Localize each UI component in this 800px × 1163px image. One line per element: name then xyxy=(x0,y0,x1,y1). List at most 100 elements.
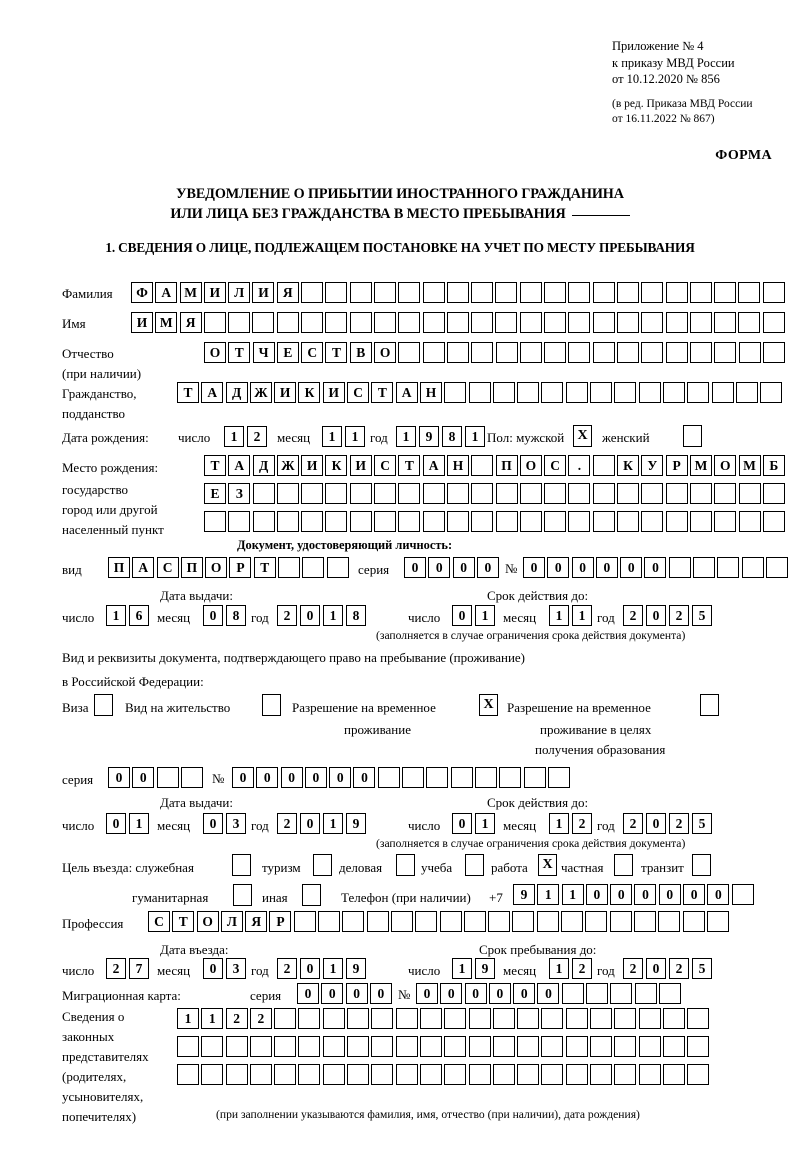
char-cell[interactable] xyxy=(762,342,785,363)
char-cell[interactable]: 1 xyxy=(549,605,569,626)
char-cell[interactable] xyxy=(693,557,716,578)
char-cell[interactable]: Ж xyxy=(249,382,272,403)
char-cell[interactable] xyxy=(610,983,633,1004)
char-cell[interactable] xyxy=(471,342,494,363)
char-cell[interactable]: А xyxy=(155,282,178,303)
char-cell[interactable] xyxy=(689,312,712,333)
char-cell[interactable] xyxy=(689,282,712,303)
char-cell[interactable]: Д xyxy=(225,382,248,403)
char-cell[interactable] xyxy=(395,1064,418,1085)
char-cell[interactable] xyxy=(541,1036,564,1057)
char-cell[interactable]: Я xyxy=(179,312,202,333)
char-cell[interactable] xyxy=(711,382,734,403)
char-cell[interactable] xyxy=(561,983,584,1004)
char-cell[interactable]: 0 xyxy=(646,813,666,834)
char-cell[interactable]: Ж xyxy=(276,455,299,476)
char-cell[interactable] xyxy=(419,1036,442,1057)
char-cell[interactable]: 8 xyxy=(346,605,366,626)
char-cell[interactable] xyxy=(714,312,737,333)
char-cell[interactable] xyxy=(614,1064,637,1085)
char-cell[interactable]: О xyxy=(374,342,397,363)
char-cell[interactable] xyxy=(662,1036,685,1057)
char-cell[interactable] xyxy=(402,767,425,788)
char-cell[interactable]: М xyxy=(738,455,761,476)
purpose-study-checkbox[interactable] xyxy=(465,854,484,876)
char-cell[interactable]: 3 xyxy=(226,813,246,834)
char-cell[interactable]: 8 xyxy=(226,605,246,626)
char-cell[interactable] xyxy=(665,483,688,504)
char-cell[interactable] xyxy=(568,282,591,303)
char-cell[interactable] xyxy=(446,342,469,363)
char-cell[interactable] xyxy=(325,511,348,532)
char-cell[interactable] xyxy=(492,1036,515,1057)
char-cell[interactable]: 0 xyxy=(658,884,681,905)
char-cell[interactable]: 0 xyxy=(256,767,279,788)
char-cell[interactable] xyxy=(471,312,494,333)
char-cell[interactable] xyxy=(738,511,761,532)
char-cell[interactable] xyxy=(590,1008,613,1029)
char-cell[interactable]: П xyxy=(180,557,203,578)
char-cell[interactable] xyxy=(228,511,251,532)
sex-male-checkbox[interactable]: X xyxy=(573,425,592,447)
char-cell[interactable]: 5 xyxy=(692,605,712,626)
char-cell[interactable] xyxy=(687,382,710,403)
char-cell[interactable] xyxy=(415,911,438,932)
char-cell[interactable]: А xyxy=(201,382,224,403)
char-cell[interactable]: Е xyxy=(276,342,299,363)
char-cell[interactable]: 2 xyxy=(623,958,643,979)
char-cell[interactable]: 0 xyxy=(452,557,475,578)
char-cell[interactable] xyxy=(377,767,400,788)
char-cell[interactable] xyxy=(180,767,203,788)
char-cell[interactable]: 2 xyxy=(572,813,592,834)
char-cell[interactable] xyxy=(738,342,761,363)
char-cell[interactable]: Б xyxy=(762,455,785,476)
char-cell[interactable] xyxy=(641,511,664,532)
char-cell[interactable]: 0 xyxy=(297,983,319,1004)
char-cell[interactable] xyxy=(638,1036,661,1057)
char-cell[interactable] xyxy=(347,1064,370,1085)
char-cell[interactable]: 0 xyxy=(280,767,303,788)
char-cell[interactable] xyxy=(536,911,559,932)
char-cell[interactable] xyxy=(638,1064,661,1085)
char-cell[interactable] xyxy=(471,483,494,504)
char-cell[interactable] xyxy=(687,1036,710,1057)
char-cell[interactable]: 8 xyxy=(442,426,462,447)
char-cell[interactable] xyxy=(349,511,372,532)
purpose-tourism-checkbox[interactable] xyxy=(313,854,332,876)
char-cell[interactable] xyxy=(298,1064,321,1085)
char-cell[interactable] xyxy=(592,483,615,504)
char-cell[interactable] xyxy=(278,557,301,578)
char-cell[interactable]: 0 xyxy=(476,557,499,578)
char-cell[interactable]: 0 xyxy=(523,557,545,578)
char-cell[interactable] xyxy=(641,483,664,504)
char-cell[interactable] xyxy=(252,483,275,504)
char-cell[interactable] xyxy=(687,1064,710,1085)
char-cell[interactable]: 0 xyxy=(203,605,223,626)
purpose-private-checkbox[interactable] xyxy=(614,854,633,876)
char-cell[interactable]: С xyxy=(347,382,370,403)
char-cell[interactable] xyxy=(614,1036,637,1057)
char-cell[interactable] xyxy=(544,511,567,532)
char-cell[interactable]: 2 xyxy=(277,813,297,834)
char-cell[interactable] xyxy=(374,483,397,504)
char-cell[interactable] xyxy=(662,1064,685,1085)
purpose-transit-checkbox[interactable] xyxy=(692,854,711,876)
char-cell[interactable]: 1 xyxy=(177,1008,199,1029)
char-cell[interactable] xyxy=(495,511,518,532)
char-cell[interactable] xyxy=(633,911,656,932)
char-cell[interactable] xyxy=(398,342,421,363)
char-cell[interactable]: 2 xyxy=(277,958,297,979)
char-cell[interactable]: 2 xyxy=(669,605,689,626)
char-cell[interactable]: 0 xyxy=(646,605,666,626)
char-cell[interactable] xyxy=(349,312,372,333)
